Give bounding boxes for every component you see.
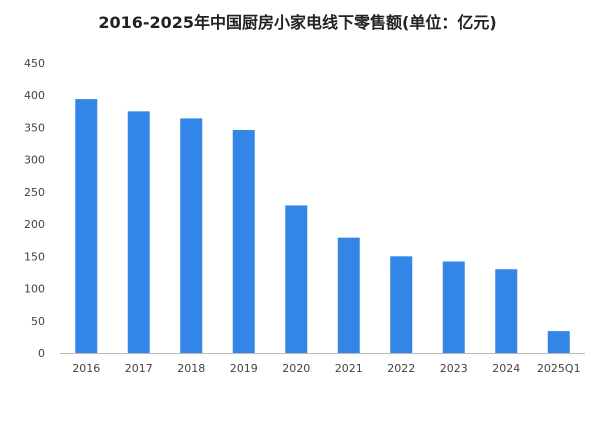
bar-2018: [180, 118, 203, 353]
bar-2017: [127, 111, 150, 353]
bar-2024: [495, 269, 518, 353]
y-tick-label: 350: [24, 121, 45, 134]
chart-title: 2016-2025年中国厨房小家电线下零售额(单位：亿元): [98, 13, 497, 32]
bar-2022: [390, 256, 413, 353]
x-tick-label: 2017: [125, 362, 153, 375]
y-tick-label: 300: [24, 154, 45, 167]
x-tick-label: 2018: [177, 362, 205, 375]
y-tick-label: 100: [24, 283, 45, 296]
x-tick-label: 2019: [230, 362, 258, 375]
x-tick-label: 2020: [282, 362, 310, 375]
y-tick-label: 450: [24, 57, 45, 70]
bar-2023: [442, 261, 465, 353]
y-axis: 0 50 100 150 200 250 300 350 400 450: [24, 57, 45, 360]
x-tick-label: 2016: [72, 362, 100, 375]
bar-2021: [337, 237, 360, 353]
x-tick-label: 2025Q1: [537, 362, 581, 375]
bar-2016: [75, 99, 98, 353]
x-tick-label: 2021: [335, 362, 363, 375]
y-tick-label: 50: [31, 315, 45, 328]
x-tick-label: 2024: [492, 362, 520, 375]
x-tick-label: 2022: [387, 362, 415, 375]
bars: [75, 99, 570, 353]
x-tick-label: 2023: [440, 362, 468, 375]
bar-2025Q1: [547, 331, 570, 353]
y-tick-label: 0: [38, 347, 45, 360]
y-tick-label: 200: [24, 218, 45, 231]
y-tick-label: 400: [24, 89, 45, 102]
x-axis: 2016 2017 2018 2019 2020 2021 2022 2023 2024 2025…: [72, 362, 580, 375]
y-tick-label: 250: [24, 186, 45, 199]
bar-2019: [232, 130, 255, 353]
y-tick-label: 150: [24, 250, 45, 263]
bar-2020: [285, 205, 308, 353]
